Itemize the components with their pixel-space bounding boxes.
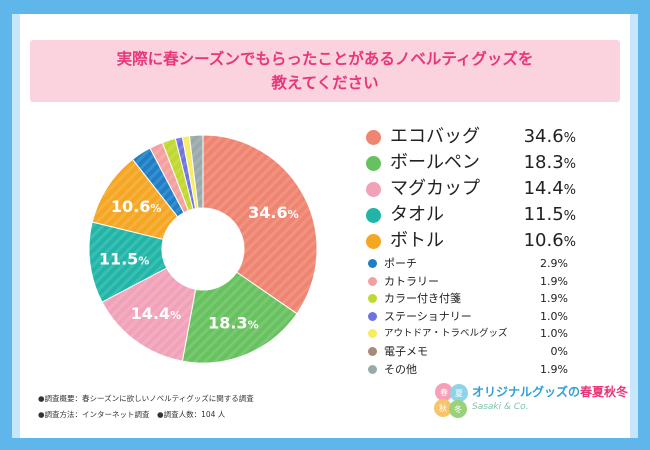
title-line-1: 実際に春シーズンでもらったことがあるノベルティグッズを [116, 50, 534, 68]
legend-value-8: 1.0% [540, 309, 568, 323]
legend-swatch-7 [368, 294, 377, 304]
slice-texture-7 [162, 138, 194, 211]
title-line-2: 教えてください [271, 74, 379, 92]
slice-texture-2 [102, 268, 196, 362]
legend-swatch-8 [368, 311, 377, 321]
legend-swatch-3 [366, 208, 381, 223]
legend-swatch-2 [366, 182, 381, 197]
slice-texture-4 [92, 159, 178, 240]
legend-minor-item-7: カラー付き付箋 1.9% [368, 290, 568, 308]
logo-text-main: オリジナルグッズの [472, 385, 581, 399]
legend-label-11: その他 [384, 362, 417, 376]
slice-label-0: 34.6% [248, 203, 299, 222]
survey-method: ●調査方法：インターネット調査 ●調査人数：104 人 [38, 410, 226, 419]
legend-value-11: 1.9% [540, 362, 568, 376]
legend-minor-item-5: ポーチ 2.9% [368, 255, 568, 273]
legend-label-3: タオル [390, 204, 444, 225]
survey-summary: ●調査概要：春シーズンに欲しいノベルティグッズに関する調査 [38, 394, 254, 403]
legend-major-item-3: タオル 11.5% [366, 202, 576, 228]
slice-texture-3 [89, 222, 167, 303]
legend-minor-item-9: アウトドア・トラベルグッズ 1.0% [368, 325, 568, 343]
legend-minor: ポーチ 2.9% カトラリー 1.9% カラー付き付箋 1.9% ステーショナリー 1.0% ア… [368, 255, 568, 378]
slice-texture-5 [132, 148, 184, 217]
legend-minor-item-10: 電子メモ 0% [368, 343, 568, 361]
slice-texture-8 [175, 136, 196, 210]
legend-minor-item-11: その他 1.9% [368, 361, 568, 379]
legend-label-1: ボールペン [390, 152, 480, 173]
legend-label-10: 電子メモ [384, 344, 428, 358]
legend-swatch-1 [366, 156, 381, 171]
slice-texture-6 [149, 142, 189, 213]
logo-char-spring: 春 [440, 387, 448, 397]
legend-swatch-9 [368, 329, 377, 339]
legend-value-5: 2.9% [540, 257, 568, 270]
legend-value-9: 1.0% [540, 327, 568, 341]
slice-label-1: 18.3% [208, 313, 259, 332]
inner-frame [12, 14, 638, 438]
legend-value-2: 14.4% [523, 178, 576, 199]
slice-texture-11 [189, 135, 203, 209]
legend-label-0: エコバッグ [390, 126, 480, 147]
slice-label-3: 11.5% [99, 250, 150, 269]
legend-major-item-2: マグカップ 14.4% [366, 176, 576, 202]
logo-char-winter: 冬 [454, 404, 462, 414]
legend-label-4: ボトル [390, 230, 444, 251]
slice-label-4: 10.6% [111, 197, 162, 216]
legend-value-4: 10.6% [523, 230, 576, 251]
legend-value-6: 1.9% [540, 274, 568, 288]
legend-swatch-11 [368, 364, 377, 374]
legend-major-item-0: エコバッグ 34.6% [366, 124, 576, 150]
legend-value-10: 0% [550, 344, 568, 358]
legend-major-item-1: ボールペン 18.3% [366, 150, 576, 176]
legend-label-8: ステーショナリー [384, 309, 472, 323]
legend-value-0: 34.6% [523, 126, 576, 147]
slice-texture-0 [203, 135, 318, 314]
slice-texture-1 [182, 272, 297, 363]
legend-value-1: 18.3% [523, 152, 576, 173]
legend-minor-item-8: ステーショナリー 1.0% [368, 308, 568, 326]
slice-label-2: 14.4% [131, 304, 182, 323]
legend-minor-item-6: カトラリー 1.9% [368, 273, 568, 291]
legend-swatch-6 [368, 276, 377, 286]
logo-subtitle: Sasaki & Co. [472, 402, 529, 412]
legend-label-6: カトラリー [384, 274, 439, 288]
legend-swatch-5 [368, 259, 377, 268]
logo-char-autumn: 秋 [439, 403, 447, 413]
legend-swatch-4 [366, 234, 381, 249]
legend-label-5: ポーチ [384, 257, 417, 270]
company-logo: 春 夏 秋 冬 オリジナルグッズの春夏秋冬 Sasaki & Co. [430, 378, 628, 426]
logo-mark: 春 夏 秋 冬 [434, 383, 468, 418]
logo-text-seasons: 春夏秋冬 [580, 385, 629, 399]
legend-label-9: アウトドア・トラベルグッズ [384, 328, 508, 340]
legend-swatch-0 [366, 130, 381, 145]
logo-text: オリジナルグッズの春夏秋冬 [472, 383, 628, 400]
chart-title: 実際に春シーズンでもらったことがあるノベルティグッズを 教えてください [30, 40, 620, 102]
legend-major-item-4: ボトル 10.6% [366, 228, 576, 254]
legend-major: エコバッグ 34.6% ボールペン 18.3% マグカップ 14.4% タオル 11.5% ボト… [366, 124, 576, 254]
legend-label-2: マグカップ [390, 178, 480, 199]
legend-value-7: 1.9% [540, 292, 568, 306]
legend-value-3: 11.5% [523, 204, 576, 225]
logo-char-summer: 夏 [455, 389, 463, 398]
legend-swatch-10 [368, 346, 377, 356]
slice-texture-9 [182, 135, 199, 209]
legend-label-7: カラー付き付箋 [384, 292, 461, 306]
